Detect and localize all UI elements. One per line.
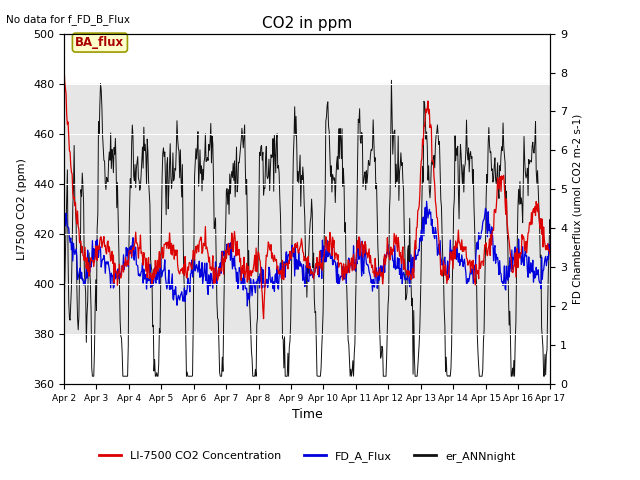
Text: No data for f_FD_B_Flux: No data for f_FD_B_Flux	[6, 14, 131, 25]
Title: CO2 in ppm: CO2 in ppm	[262, 16, 353, 31]
Bar	[64, 84, 550, 334]
X-axis label: Time: Time	[292, 408, 323, 421]
Text: BA_flux: BA_flux	[76, 36, 124, 49]
Y-axis label: LI7500 CO2 (ppm): LI7500 CO2 (ppm)	[17, 158, 28, 260]
Y-axis label: FD Chamberflux (umol CO2 m-2 s-1): FD Chamberflux (umol CO2 m-2 s-1)	[573, 114, 583, 304]
Legend: LI-7500 CO2 Concentration, FD_A_Flux, er_ANNnight: LI-7500 CO2 Concentration, FD_A_Flux, er…	[95, 446, 520, 466]
